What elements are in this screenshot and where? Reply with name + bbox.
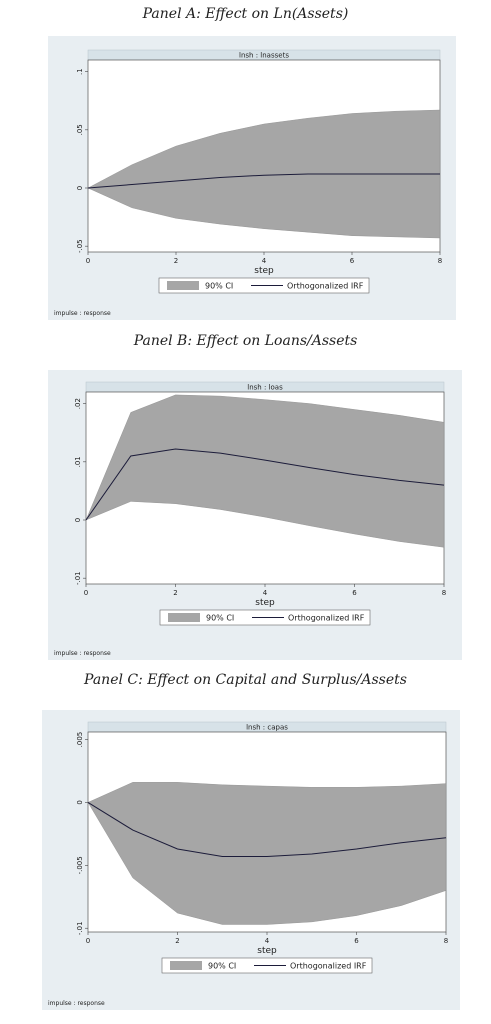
legend-ci-swatch-b — [168, 613, 200, 622]
y-tick-label-c: -.01 — [76, 921, 84, 935]
x-axis-label-a: step — [254, 266, 274, 276]
legend-ci-label-b: 90% CI — [206, 614, 234, 623]
y-tick-label-c: .005 — [76, 732, 84, 748]
y-tick-label-b: .02 — [74, 398, 82, 409]
y-tick-label-c: 0 — [76, 800, 84, 804]
x-tick-label-a: 6 — [350, 257, 355, 265]
legend-irf-label-a: Orthogonalized IRF — [287, 282, 364, 291]
y-tick-label-b: 0 — [74, 518, 82, 522]
x-axis-label-b: step — [255, 598, 275, 608]
ci-band-c — [87, 782, 447, 925]
subgraph-header-text-c: lnsh : capas — [246, 724, 288, 732]
irf-line-b — [85, 448, 445, 521]
y-tick-label-a: -.05 — [76, 239, 84, 253]
x-tick-label-b: 4 — [263, 589, 268, 597]
panel-c-title: Panel C: Effect on Capital and Surplus/A… — [84, 672, 407, 688]
y-tick-label-c: -.005 — [76, 856, 84, 874]
x-tick-label-b: 0 — [84, 589, 88, 597]
x-tick-label-a: 0 — [86, 257, 90, 265]
irf-line-c — [87, 801, 447, 857]
impulse-note-c: impulse : response — [48, 1000, 105, 1007]
x-tick-label-c: 8 — [444, 937, 448, 945]
y-tick-label-a: .1 — [76, 68, 84, 75]
legend-irf-label-c: Orthogonalized IRF — [290, 962, 367, 971]
panel-b-title: Panel B: Effect on Loans/Assets — [133, 333, 358, 349]
impulse-note-b: impulse : response — [54, 650, 111, 657]
legend-ci-label-c: 90% CI — [208, 962, 236, 971]
panel-a-title: Panel A: Effect on Ln(Assets) — [142, 6, 349, 22]
y-tick-label-b: .01 — [74, 456, 82, 467]
x-tick-label-c: 0 — [86, 937, 90, 945]
x-tick-label-a: 2 — [174, 257, 178, 265]
x-tick-label-c: 6 — [354, 937, 359, 945]
y-tick-label-a: 0 — [76, 186, 84, 190]
y-tick-label-a: .05 — [76, 124, 84, 135]
legend-ci-swatch-c — [170, 961, 202, 970]
legend-irf-label-b: Orthogonalized IRF — [288, 614, 365, 623]
x-tick-label-a: 8 — [438, 257, 442, 265]
x-tick-label-c: 4 — [265, 937, 270, 945]
x-tick-label-b: 2 — [173, 589, 177, 597]
legend-ci-swatch-a — [167, 281, 199, 290]
y-tick-label-b: -.01 — [74, 571, 82, 585]
subgraph-header-text-a: lnsh : lnassets — [239, 52, 289, 60]
legend-ci-label-a: 90% CI — [205, 282, 233, 291]
x-tick-label-b: 6 — [352, 589, 357, 597]
x-axis-label-c: step — [257, 946, 277, 956]
x-tick-label-c: 2 — [175, 937, 179, 945]
irf-line-a — [87, 173, 440, 189]
impulse-note-a: impulse : response — [54, 310, 111, 317]
subgraph-header-text-b: lnsh : loas — [247, 384, 283, 392]
x-tick-label-a: 4 — [262, 257, 267, 265]
x-tick-label-b: 8 — [442, 589, 446, 597]
